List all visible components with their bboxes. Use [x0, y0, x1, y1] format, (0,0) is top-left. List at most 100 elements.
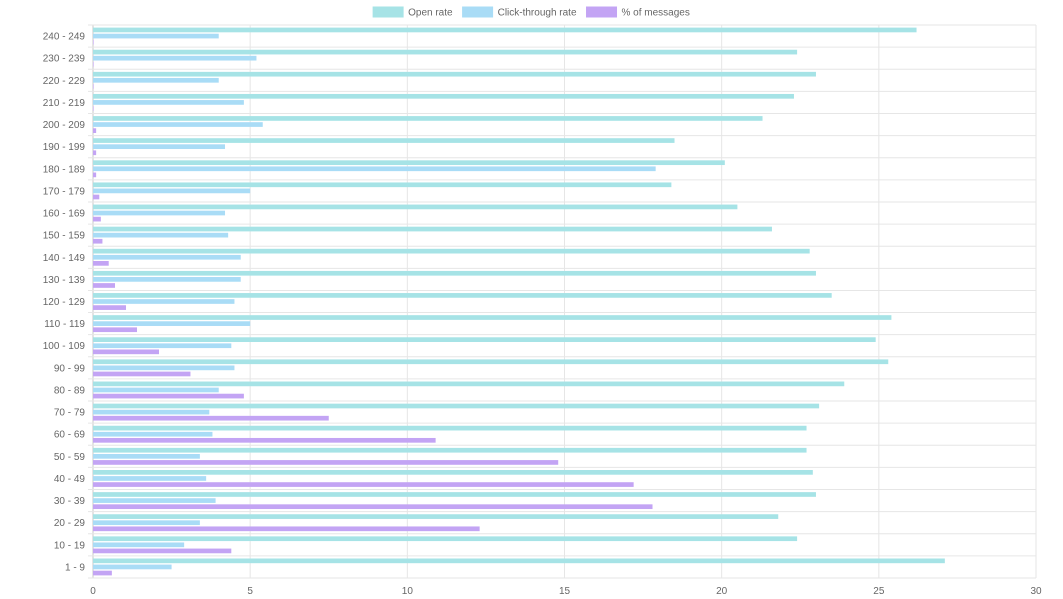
y-tick-label: 210 - 219	[43, 98, 86, 109]
bar-of-messages[interactable]	[93, 504, 653, 510]
bar-click-through-rate[interactable]	[93, 122, 263, 127]
bar-of-messages[interactable]	[93, 194, 100, 200]
bar-open-rate[interactable]	[93, 204, 738, 210]
bar-open-rate[interactable]	[93, 116, 763, 121]
bar-open-rate[interactable]	[93, 49, 798, 55]
bar-click-through-rate[interactable]	[93, 232, 229, 238]
bar-of-messages[interactable]	[93, 437, 436, 443]
legend-item-open-rate[interactable]: Open rate	[372, 6, 453, 19]
y-tick-label: 160 - 169	[43, 209, 86, 220]
y-tick-label: 110 - 119	[44, 319, 85, 330]
bar-of-messages[interactable]	[93, 283, 116, 288]
bar-open-rate[interactable]	[93, 315, 892, 320]
bar-of-messages[interactable]	[93, 460, 559, 465]
bar-of-messages[interactable]	[93, 39, 94, 45]
y-tick-label: 180 - 189	[43, 164, 86, 175]
bar-of-messages[interactable]	[93, 305, 127, 310]
bar-open-rate[interactable]	[93, 514, 779, 519]
bar-of-messages[interactable]	[93, 238, 103, 244]
bar-click-through-rate[interactable]	[93, 387, 219, 393]
bar-of-messages[interactable]	[93, 128, 97, 133]
bar-open-rate[interactable]	[93, 182, 672, 188]
bar-of-messages[interactable]	[93, 349, 160, 355]
y-tick-label: 50 - 59	[54, 452, 86, 463]
bar-click-through-rate[interactable]	[93, 365, 235, 371]
axis-layer: 0 5 10 15 20 25 30 240 - 249 230 - 239 220 - 229 2…	[43, 32, 1042, 597]
bar-of-messages[interactable]	[93, 150, 97, 156]
bar-click-through-rate[interactable]	[93, 542, 185, 548]
bar-click-through-rate[interactable]	[93, 77, 219, 83]
bar-of-messages[interactable]	[93, 526, 480, 532]
bar-click-through-rate[interactable]	[93, 343, 232, 349]
bar-click-through-rate[interactable]	[93, 299, 235, 304]
bar-open-rate[interactable]	[93, 93, 794, 99]
legend-item-click-through-rate[interactable]: Click-through rate	[462, 6, 577, 19]
y-tick-label: 80 - 89	[54, 385, 86, 396]
bar-open-rate[interactable]	[93, 71, 816, 77]
bar-click-through-rate[interactable]	[93, 144, 226, 150]
y-tick-label: 220 - 229	[43, 76, 86, 87]
bar-click-through-rate[interactable]	[93, 431, 213, 437]
bar-click-through-rate[interactable]	[93, 409, 210, 415]
bar-of-messages[interactable]	[93, 371, 191, 377]
bar-open-rate[interactable]	[93, 293, 832, 298]
bar-open-rate[interactable]	[93, 138, 675, 143]
bar-open-rate[interactable]	[93, 536, 798, 542]
bar-click-through-rate[interactable]	[93, 453, 200, 459]
bar-open-rate[interactable]	[93, 447, 807, 453]
bar-open-rate[interactable]	[93, 226, 772, 232]
y-tick-label: 60 - 69	[54, 430, 86, 441]
bar-open-rate[interactable]	[93, 425, 807, 431]
bar-click-through-rate[interactable]	[93, 564, 172, 570]
bar-of-messages[interactable]	[93, 327, 138, 333]
bar-click-through-rate[interactable]	[93, 476, 207, 481]
bar-click-through-rate[interactable]	[93, 254, 241, 260]
bar-open-rate[interactable]	[93, 381, 845, 387]
bar-click-through-rate[interactable]	[93, 33, 219, 39]
bar-of-messages[interactable]	[93, 172, 97, 178]
y-tick-label: 230 - 239	[43, 54, 86, 65]
y-tick-label: 90 - 99	[54, 363, 86, 374]
legend-label: Click-through rate	[498, 8, 577, 19]
x-tick-label: 30	[1030, 586, 1042, 597]
x-tick-label: 0	[90, 586, 96, 597]
bar-of-messages[interactable]	[93, 482, 634, 487]
bar-of-messages[interactable]	[93, 393, 244, 399]
y-tick-label: 120 - 129	[43, 297, 86, 308]
legend-item-of-messages[interactable]: % of messages	[586, 6, 690, 19]
x-tick-label: 15	[559, 586, 571, 597]
bar-of-messages[interactable]	[93, 106, 94, 111]
bar-of-messages[interactable]	[93, 84, 94, 89]
legend-label: % of messages	[622, 8, 690, 19]
bar-open-rate[interactable]	[93, 160, 725, 166]
legend[interactable]: Open rate Click-through rate % of messages	[372, 6, 690, 19]
bar-open-rate[interactable]	[93, 492, 816, 497]
bar-open-rate[interactable]	[93, 337, 876, 342]
bar-click-through-rate[interactable]	[93, 277, 241, 282]
bar-click-through-rate[interactable]	[93, 55, 257, 61]
bar-click-through-rate[interactable]	[93, 498, 216, 503]
bar-click-through-rate[interactable]	[93, 210, 226, 216]
y-tick-label: 1 - 9	[65, 562, 85, 573]
bar-of-messages[interactable]	[93, 415, 329, 421]
bar-open-rate[interactable]	[93, 470, 813, 475]
bar-click-through-rate[interactable]	[93, 520, 200, 526]
bar-open-rate[interactable]	[93, 359, 889, 365]
grid-layer	[88, 24, 1037, 579]
bar-open-rate[interactable]	[93, 248, 810, 254]
bar-open-rate[interactable]	[93, 558, 945, 564]
bar-open-rate[interactable]	[93, 403, 820, 409]
bar-click-through-rate[interactable]	[93, 166, 656, 172]
bar-open-rate[interactable]	[93, 27, 917, 33]
bar-click-through-rate[interactable]	[93, 321, 251, 326]
bar-open-rate[interactable]	[93, 270, 816, 276]
y-tick-label: 100 - 109	[43, 341, 86, 352]
bar-click-through-rate[interactable]	[93, 100, 244, 105]
bar-of-messages[interactable]	[93, 216, 101, 222]
bar-of-messages[interactable]	[93, 261, 109, 266]
bar-of-messages[interactable]	[93, 61, 94, 67]
bar-of-messages[interactable]	[93, 570, 112, 576]
bar-click-through-rate[interactable]	[93, 188, 251, 194]
bar-of-messages[interactable]	[93, 548, 232, 554]
